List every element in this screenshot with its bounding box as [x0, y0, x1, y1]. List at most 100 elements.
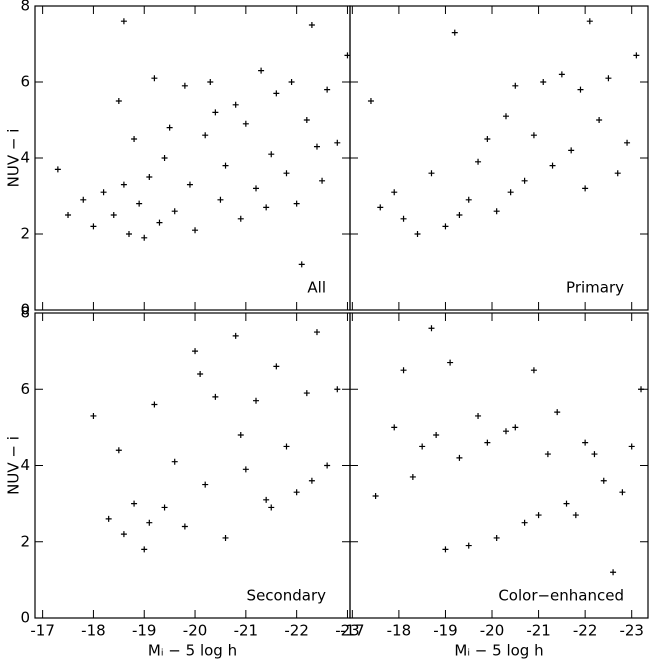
- data-point: [232, 332, 239, 339]
- data-point: [293, 200, 300, 207]
- data-point: [414, 231, 421, 237]
- data-point: [222, 534, 229, 541]
- data-point: [428, 325, 435, 332]
- data-point: [141, 234, 148, 241]
- x-tick-label: -19: [433, 622, 458, 640]
- data-point: [521, 519, 528, 526]
- data-point: [465, 196, 472, 203]
- data-point: [610, 569, 617, 576]
- data-point: [242, 466, 249, 473]
- data-point: [171, 208, 178, 215]
- data-point: [166, 124, 173, 131]
- data-point: [237, 432, 244, 438]
- data-point: [242, 120, 249, 127]
- data-point: [80, 196, 87, 203]
- data-point: [131, 136, 138, 142]
- data-point: [475, 158, 482, 165]
- data-point: [554, 409, 561, 416]
- data-point: [90, 223, 97, 230]
- y-tick-label: 0: [20, 609, 30, 627]
- panel-frame: [349, 312, 649, 619]
- data-point: [54, 166, 61, 173]
- y-tick-label: 2: [20, 532, 30, 550]
- data-point: [400, 367, 407, 374]
- x-axis-label: Mᵢ − 5 log h: [454, 642, 543, 660]
- data-point: [493, 534, 500, 541]
- data-point: [273, 90, 280, 97]
- data-point: [540, 79, 547, 85]
- data-point: [324, 86, 331, 93]
- data-point: [605, 75, 612, 82]
- data-point: [131, 500, 138, 507]
- data-point: [161, 504, 168, 511]
- data-point: [115, 447, 122, 454]
- data-point: [115, 98, 122, 104]
- data-point: [502, 428, 509, 435]
- x-tick-label: -23: [335, 622, 360, 640]
- data-point: [186, 181, 193, 188]
- data-point: [391, 189, 398, 196]
- data-point: [263, 204, 270, 211]
- data-point: [100, 189, 107, 196]
- data-point: [120, 181, 127, 188]
- y-tick-label: 4: [20, 149, 30, 167]
- data-point: [400, 215, 407, 222]
- data-point: [456, 212, 463, 218]
- panel-label: Color−enhanced: [498, 587, 624, 605]
- y-tick-label: 4: [20, 456, 30, 474]
- data-point: [283, 443, 290, 450]
- data-point: [263, 496, 270, 503]
- y-tick-label: 0: [20, 301, 30, 319]
- data-point: [372, 493, 379, 499]
- data-point: [298, 261, 305, 268]
- data-point: [237, 215, 244, 222]
- data-point: [442, 223, 449, 230]
- data-point: [493, 208, 500, 215]
- data-point: [591, 451, 598, 458]
- data-point: [614, 170, 621, 177]
- data-point: [638, 386, 645, 393]
- data-point: [156, 219, 163, 226]
- data-point: [600, 477, 607, 484]
- data-point: [181, 523, 188, 530]
- panel-label: Primary: [566, 279, 624, 297]
- x-tick-label: -20: [183, 622, 208, 640]
- data-point: [456, 454, 463, 461]
- data-point: [319, 177, 326, 184]
- data-point: [391, 424, 398, 431]
- data-point: [465, 542, 472, 549]
- data-point: [530, 132, 537, 139]
- data-point: [202, 132, 209, 139]
- y-tick-label: 8: [20, 304, 30, 322]
- data-point: [141, 546, 148, 553]
- data-point: [161, 155, 168, 161]
- data-point: [217, 196, 224, 203]
- data-point: [192, 227, 199, 234]
- data-point: [202, 481, 209, 488]
- data-point: [367, 98, 374, 104]
- data-point: [253, 397, 260, 404]
- data-point: [136, 200, 143, 207]
- data-point: [572, 512, 579, 519]
- data-point: [535, 512, 542, 519]
- data-point: [232, 101, 239, 108]
- data-point: [568, 147, 575, 154]
- y-tick-label: 8: [20, 0, 30, 15]
- data-point: [308, 477, 315, 484]
- x-tick-label: -19: [132, 622, 157, 640]
- data-point: [303, 390, 310, 397]
- data-point: [558, 71, 565, 78]
- data-point: [324, 462, 331, 469]
- x-tick-label: -17: [30, 622, 55, 640]
- x-tick-label: -18: [81, 622, 106, 640]
- data-point: [428, 170, 435, 177]
- data-point: [192, 348, 199, 355]
- data-point: [65, 212, 72, 218]
- data-point: [120, 18, 127, 25]
- data-point: [433, 432, 440, 438]
- data-point: [624, 139, 631, 146]
- data-point: [146, 174, 153, 180]
- data-point: [334, 386, 341, 393]
